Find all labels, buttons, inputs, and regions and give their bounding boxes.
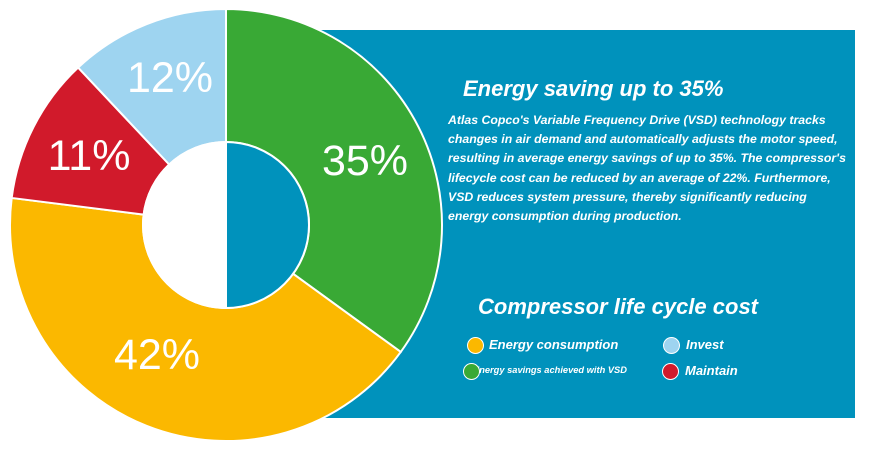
svg-text:11%: 11% [48, 132, 131, 180]
svg-text:35%: 35% [322, 137, 408, 185]
svg-text:42%: 42% [114, 331, 200, 379]
svg-text:12%: 12% [127, 54, 213, 102]
